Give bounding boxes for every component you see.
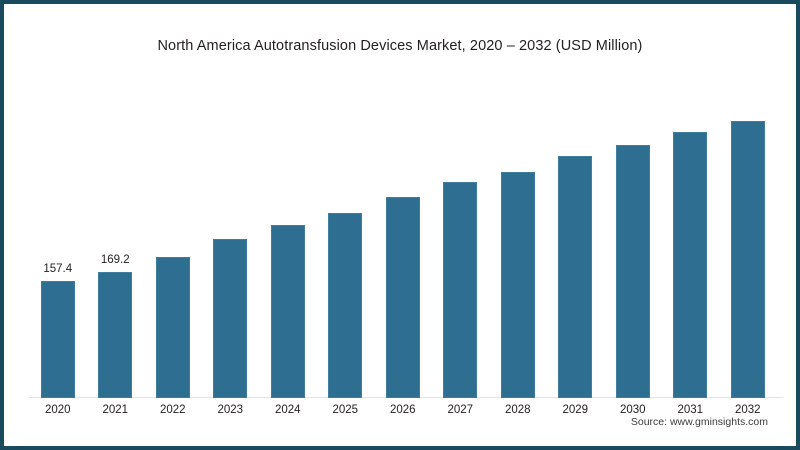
- x-tick-2021: 2021: [102, 404, 129, 416]
- plot-area: 157.4 169.2: [29, 64, 783, 398]
- bar-slot: [374, 64, 432, 398]
- x-tick-2028: 2028: [504, 404, 531, 416]
- bar-slot: [604, 64, 662, 398]
- bar[interactable]: [443, 181, 478, 398]
- x-tick-2029: 2029: [562, 404, 589, 416]
- bar-slot: [489, 64, 547, 398]
- bar-slot: [662, 64, 720, 398]
- bar-slot: [144, 64, 202, 398]
- bar-slot: [202, 64, 260, 398]
- bar[interactable]: [385, 197, 420, 398]
- x-tick-2032: 2032: [734, 404, 761, 416]
- bar[interactable]: [40, 281, 75, 398]
- x-tick-2027: 2027: [447, 404, 474, 416]
- chart-canvas: North America Autotransfusion Devices Ma…: [8, 8, 792, 442]
- x-tick-2022: 2022: [159, 404, 186, 416]
- bar[interactable]: [155, 256, 190, 398]
- x-tick-2031: 2031: [677, 404, 704, 416]
- bar-slot: 157.4: [29, 64, 87, 398]
- x-tick-2020: 2020: [44, 404, 71, 416]
- bar[interactable]: [730, 120, 765, 398]
- x-tick-2026: 2026: [389, 404, 416, 416]
- bar-slot: [432, 64, 490, 398]
- source-attribution: Source: www.gminsights.com: [630, 416, 768, 428]
- bar-slot: [719, 64, 777, 398]
- bar[interactable]: [270, 224, 305, 398]
- bar-slot: 169.2: [87, 64, 145, 398]
- x-tick-2025: 2025: [332, 404, 359, 416]
- bar-slot: [317, 64, 375, 398]
- x-tick-2030: 2030: [619, 404, 646, 416]
- bar-slot: [259, 64, 317, 398]
- bar[interactable]: [615, 145, 650, 398]
- bar-value-label: 157.4: [43, 263, 73, 275]
- bar[interactable]: [328, 212, 363, 398]
- bar-slot: [547, 64, 605, 398]
- bar[interactable]: [500, 172, 535, 398]
- bar[interactable]: [213, 238, 248, 398]
- x-axis-tick-labels: 2020 2021 2022 2023 2024 2025 2026 2027 2028 2029…: [29, 404, 783, 422]
- bar[interactable]: [673, 131, 708, 398]
- bar[interactable]: [98, 272, 133, 398]
- chart-title: North America Autotransfusion Devices Ma…: [157, 38, 643, 54]
- x-tick-2023: 2023: [217, 404, 244, 416]
- x-tick-2024: 2024: [274, 404, 301, 416]
- bar[interactable]: [558, 155, 593, 398]
- bar-value-label: 169.2: [100, 254, 130, 267]
